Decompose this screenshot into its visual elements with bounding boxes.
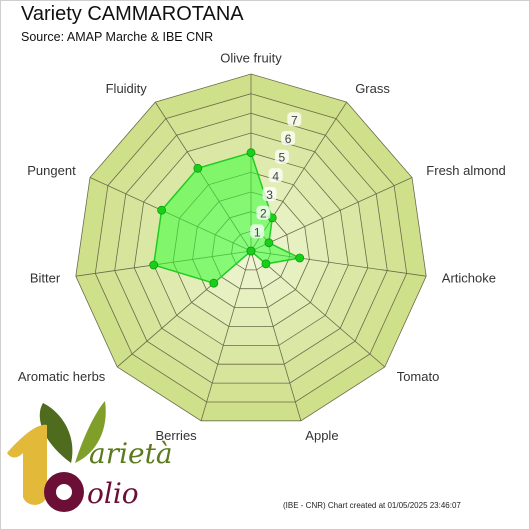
data-point (193, 163, 203, 173)
logo-text-bottom: olio (87, 477, 139, 510)
radar-spoke (200, 250, 252, 421)
axis-label: Apple (305, 428, 338, 443)
logo-leaf-light (75, 401, 106, 463)
tick-label: 1 (254, 225, 261, 239)
data-point (157, 205, 167, 215)
tick-labels: 1 2 3 45 6 7 (250, 112, 302, 239)
tick-label-bg (287, 112, 302, 127)
axis-label: Artichoke (442, 270, 496, 285)
variety-olio-logo: arietà olio (7, 401, 173, 512)
tick-label: 2 (260, 207, 267, 221)
data-point (246, 246, 256, 256)
tick-label: 4 (272, 169, 279, 183)
axis-label: Tomato (397, 369, 440, 384)
axis-labels: Olive fruity Grass Fresh almond Artichoke To… (18, 50, 506, 443)
tick-label-bg (262, 187, 277, 201)
axis-label: Bitter (30, 270, 61, 285)
radar-spoke (250, 250, 302, 421)
data-point (295, 253, 305, 263)
data-point (209, 278, 219, 288)
tick-label-bg (281, 131, 296, 145)
axis-label: Pungent (27, 163, 76, 178)
tick-label-bg (250, 224, 265, 239)
radar-spoke (250, 177, 413, 252)
axis-label: Aromatic herbs (18, 369, 106, 384)
data-point (261, 259, 271, 269)
logo-text-top: arietà (89, 437, 173, 470)
axis-label: Fluidity (106, 81, 148, 96)
tick-label-bg (268, 168, 283, 183)
tick-label-bg (274, 149, 289, 164)
chart-subtitle: Source: AMAP Marche & IBE CNR (21, 30, 214, 44)
tick-label: 7 (291, 113, 298, 127)
axis-label: Olive fruity (220, 50, 282, 65)
chart-title: Variety CAMMAROTANA (21, 3, 244, 25)
logo-olive-hole (56, 484, 72, 500)
axis-label: Fresh almond (426, 163, 505, 178)
axis-label: Grass (355, 81, 390, 96)
axis-label: Berries (156, 428, 198, 443)
tick-label: 5 (279, 151, 286, 165)
data-point (264, 238, 274, 248)
data-point (149, 260, 159, 270)
series-layer (149, 148, 305, 288)
tick-label: 3 (266, 188, 273, 202)
footer-note: (IBE - CNR) Chart created at 01/05/2025 … (283, 501, 461, 510)
tick-label: 6 (285, 132, 292, 146)
data-point (246, 148, 256, 158)
logo-leaf-dark (39, 403, 73, 463)
logo-one-glyph (7, 424, 47, 505)
radar-spoke (250, 250, 386, 368)
tick-label-bg (256, 205, 271, 220)
